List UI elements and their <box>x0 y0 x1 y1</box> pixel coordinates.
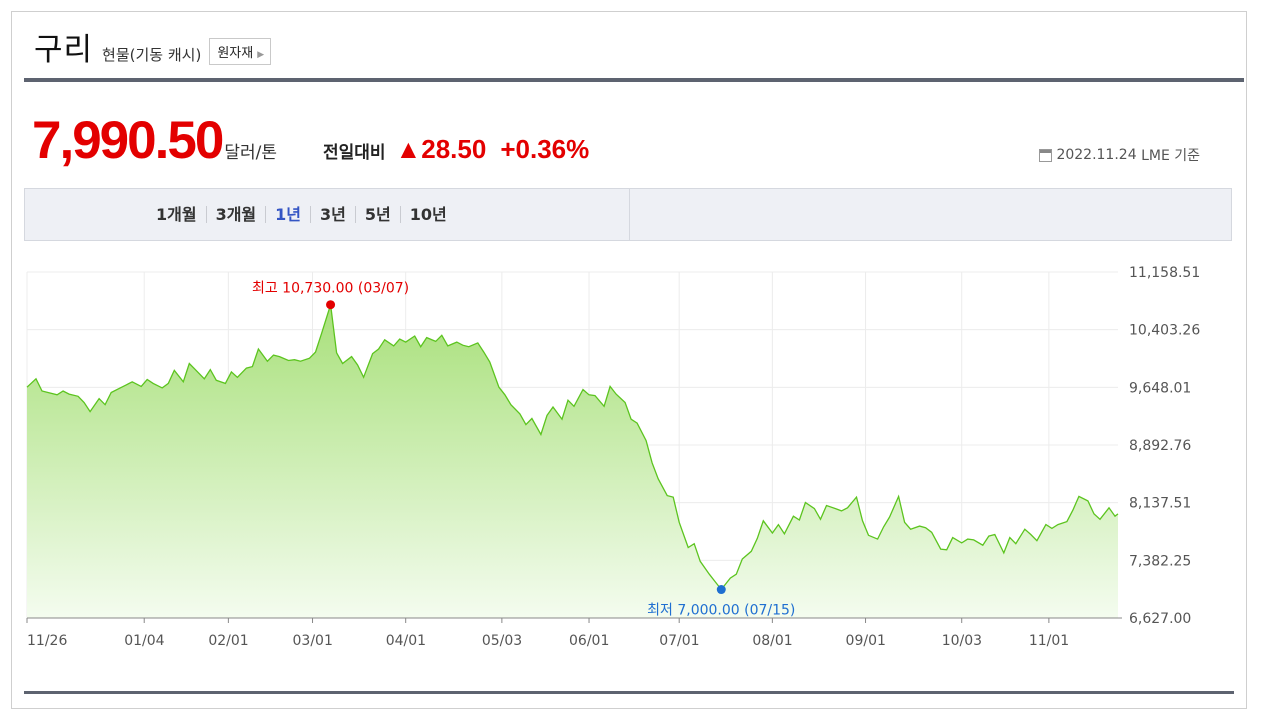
current-price: 7,990.50 <box>32 111 224 170</box>
quote-panel <box>11 11 1247 709</box>
x-tick-label: 04/01 <box>386 633 426 649</box>
price-line <box>26 304 1119 591</box>
y-tick-label: 10,403.26 <box>1129 323 1200 339</box>
category-button[interactable]: 원자재 ▶ <box>209 38 272 65</box>
price-row: 7,990.50 달러/톤 전일대비 ▲28.50 +0.36% <box>32 110 589 171</box>
x-tick-label: 03/01 <box>293 633 333 649</box>
y-tick-label: 7,382.25 <box>1129 553 1191 569</box>
tab-3-months[interactable]: 3개월 <box>205 206 266 223</box>
header-divider <box>24 78 1244 82</box>
x-tick-label: 11/01 <box>1029 633 1069 649</box>
period-divider <box>629 189 630 240</box>
x-tick-label: 08/01 <box>752 633 792 649</box>
price-unit: 달러/톤 <box>224 143 277 163</box>
price-change: ▲28.50 <box>396 134 487 165</box>
high-marker <box>326 300 336 310</box>
x-tick-label: 02/01 <box>208 633 248 649</box>
up-triangle-icon: ▲ <box>395 134 422 164</box>
price-area <box>27 304 1118 618</box>
x-tick-label: 01/04 <box>124 633 164 649</box>
x-tick-label: 06/01 <box>569 633 609 649</box>
period-tabs: 1개월 3개월 1년 3년 5년 10년 <box>147 206 456 223</box>
y-tick-label: 6,627.00 <box>1129 611 1191 627</box>
change-value: 28.50 <box>421 134 487 164</box>
as-of-date-text: 2022.11.24 <box>1056 147 1137 163</box>
tab-10-years[interactable]: 10년 <box>399 206 456 223</box>
as-of-source: LME 기준 <box>1141 148 1200 164</box>
x-tick-label: 05/03 <box>482 633 522 649</box>
x-tick-label: 11/26 <box>27 633 67 649</box>
commodity-subtitle: 현물(기동 캐시) <box>102 46 202 64</box>
y-tick-label: 9,648.01 <box>1129 380 1191 396</box>
tab-1-month[interactable]: 1개월 <box>156 205 197 224</box>
triangle-right-icon: ▶ <box>257 50 265 60</box>
tab-1-year[interactable]: 1년 <box>265 206 310 223</box>
high-label: 최고 10,730.00 (03/07) <box>252 281 409 297</box>
category-label: 원자재 <box>217 46 254 61</box>
footer-divider <box>24 691 1234 694</box>
y-tick-label: 11,158.51 <box>1129 265 1200 281</box>
tab-3-years[interactable]: 3년 <box>310 206 355 223</box>
x-tick-label: 07/01 <box>659 633 699 649</box>
x-tick-label: 10/03 <box>942 633 982 649</box>
change-percent: +0.36% <box>500 134 590 164</box>
y-tick-label: 8,892.76 <box>1129 438 1191 454</box>
low-marker <box>716 585 726 595</box>
low-label: 최저 7,000.00 (07/15) <box>647 603 795 619</box>
quote-header: 구리 현물(기동 캐시) 원자재 ▶ <box>34 24 272 68</box>
calendar-icon <box>1039 148 1053 162</box>
commodity-name: 구리 <box>34 32 94 68</box>
as-of-date: 2022.11.24 LME 기준 <box>1039 145 1200 165</box>
compare-label: 전일대비 <box>322 143 386 163</box>
period-selector: 1개월 3개월 1년 3년 5년 10년 <box>24 188 1232 241</box>
tab-5-years[interactable]: 5년 <box>354 206 400 223</box>
y-tick-label: 8,137.51 <box>1129 496 1191 512</box>
x-tick-label: 09/01 <box>846 633 886 649</box>
